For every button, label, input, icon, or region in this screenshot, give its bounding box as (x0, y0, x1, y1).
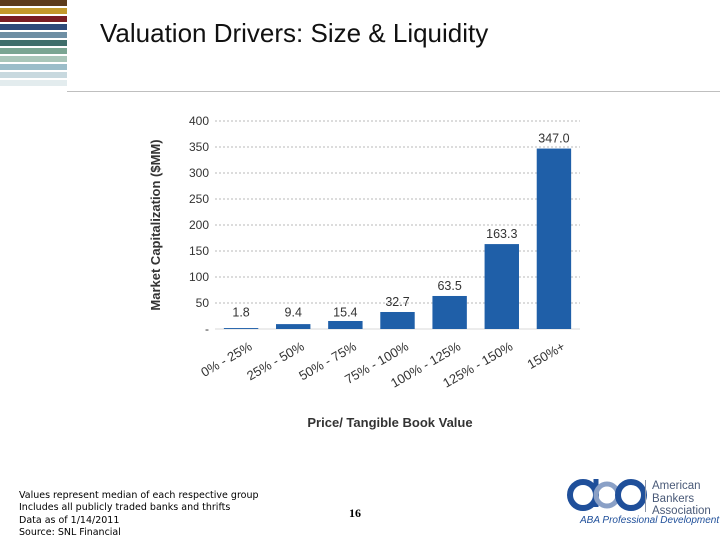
footnotes: Values represent median of each respecti… (19, 490, 259, 539)
data-label: 32.7 (385, 295, 409, 309)
stripe (0, 56, 67, 62)
x-tick-label: 25% - 50% (244, 338, 307, 383)
bar (223, 328, 259, 329)
stripe (0, 64, 67, 70)
page-title: Valuation Drivers: Size & Liquidity (100, 18, 489, 48)
stripe (0, 72, 67, 78)
aba-logo: American Bankers Association ABA Profess… (560, 477, 720, 533)
logo-line: Association (652, 505, 711, 517)
footnote-line: Source: SNL Financial (19, 526, 121, 538)
y-axis-title: Market Capitalization ($MM) (148, 139, 163, 310)
stripe (0, 80, 67, 86)
data-label: 1.8 (232, 306, 249, 320)
bar (328, 320, 363, 329)
y-tick-label: 300 (189, 166, 209, 180)
footnote-line: Values represent median of each respecti… (19, 490, 259, 501)
page-number: 16 (349, 506, 361, 520)
bar (484, 244, 519, 329)
stripe (0, 48, 67, 54)
logo-line: American (652, 480, 701, 492)
logo-tagline: ABA Professional Development (580, 515, 720, 526)
footnote-line: Data as of 1/14/2011 (19, 514, 120, 526)
y-tick-label: 150 (189, 244, 209, 258)
footnote-line: Includes all publicly traded banks and t… (19, 502, 231, 514)
y-tick-label: 50 (196, 296, 210, 310)
bar (276, 324, 311, 329)
stripe (0, 0, 67, 6)
data-label: 347.0 (538, 132, 569, 146)
y-tick-label: 400 (189, 114, 209, 128)
y-tick-label: 350 (189, 140, 209, 154)
title-divider (67, 91, 720, 92)
y-tick-label: - (205, 322, 209, 336)
logo-line: Bankers (652, 492, 695, 505)
stripe (0, 40, 67, 46)
bar (536, 148, 572, 329)
logo-divider (645, 480, 646, 512)
data-label: 15.4 (333, 306, 357, 320)
stripe (0, 8, 67, 14)
x-axis-title: Price/ Tangible Book Value (307, 415, 472, 430)
stripe (0, 24, 67, 30)
stripe (0, 32, 67, 38)
stripe (0, 16, 67, 22)
bar (432, 295, 467, 329)
x-tick-label: 150%+ (525, 339, 568, 372)
decorative-stripes (0, 0, 67, 92)
data-label: 163.3 (486, 227, 517, 241)
data-label: 9.4 (285, 306, 302, 320)
logo-wordmark: American Bankers Association (652, 480, 711, 518)
aba-logo-icon (567, 479, 647, 511)
y-tick-label: 250 (189, 192, 209, 206)
bar (380, 311, 415, 329)
data-label: 63.5 (437, 279, 461, 293)
y-tick-label: 100 (189, 270, 209, 284)
y-tick-label: 200 (189, 218, 209, 232)
